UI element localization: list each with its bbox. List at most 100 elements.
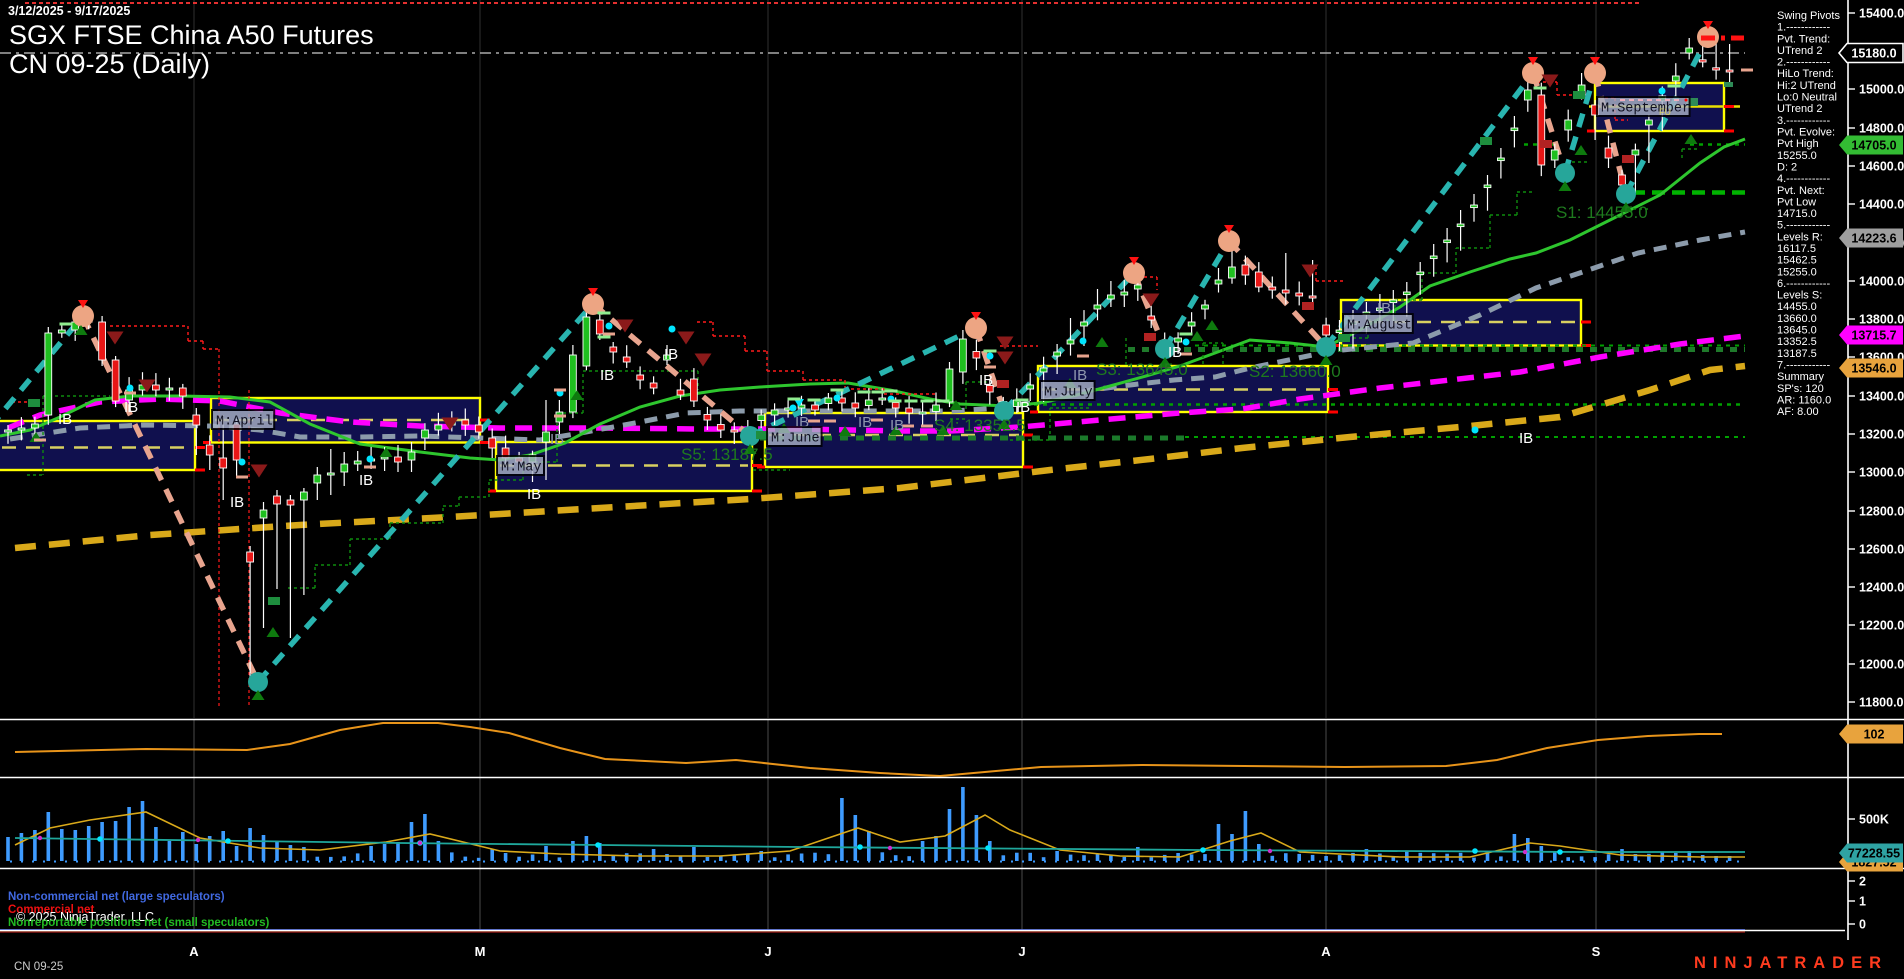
svg-text:14400.0: 14400.0: [1859, 198, 1904, 212]
svg-text:UTrend 2: UTrend 2: [1777, 103, 1822, 115]
svg-text:11800.0: 11800.0: [1859, 696, 1904, 710]
svg-text:S5: 13187.5: S5: 13187.5: [681, 445, 773, 464]
svg-text:IB: IB: [858, 414, 872, 431]
svg-text:IB: IB: [58, 411, 72, 428]
svg-text:IB: IB: [550, 431, 564, 448]
svg-text:Non-commercial net (large spec: Non-commercial net (large speculators): [8, 891, 225, 903]
svg-text:IB: IB: [124, 399, 138, 416]
svg-text:13200.0: 13200.0: [1859, 428, 1904, 442]
svg-text:Swing Pivots: Swing Pivots: [1777, 10, 1840, 22]
svg-text:6.------------: 6.------------: [1777, 278, 1830, 290]
svg-text:14715.0: 14715.0: [1777, 208, 1817, 220]
svg-text:2: 2: [1859, 875, 1866, 889]
svg-text:IB: IB: [600, 367, 614, 384]
svg-text:14223.6: 14223.6: [1851, 232, 1896, 246]
svg-text:IB: IB: [1073, 367, 1087, 384]
svg-text:5.------------: 5.------------: [1777, 220, 1830, 232]
svg-text:15255.0: 15255.0: [1777, 266, 1817, 278]
svg-text:Commercial net: Commercial net: [8, 904, 94, 916]
svg-text:Lo:0 Neutral: Lo:0 Neutral: [1777, 92, 1837, 104]
svg-text:0: 0: [1859, 918, 1866, 932]
svg-text:SGX FTSE China A50 Futures: SGX FTSE China A50 Futures: [9, 20, 374, 50]
svg-text:IB: IB: [359, 472, 373, 489]
svg-text:IB: IB: [1377, 300, 1391, 317]
svg-text:13352.5: 13352.5: [1777, 336, 1817, 348]
svg-text:16117.5: 16117.5: [1777, 243, 1816, 255]
svg-text:M:September: M:September: [1601, 102, 1690, 117]
svg-text:M: M: [475, 944, 486, 959]
svg-text:S: S: [1592, 944, 1601, 959]
svg-text:1: 1: [1859, 895, 1866, 909]
svg-text:IB: IB: [1016, 399, 1030, 416]
svg-text:A: A: [189, 944, 199, 959]
svg-text:77228.55: 77228.55: [1848, 847, 1900, 861]
svg-text:Levels R:: Levels R:: [1777, 231, 1823, 243]
svg-text:S3: 13645.0: S3: 13645.0: [1096, 360, 1188, 379]
svg-text:13000.0: 13000.0: [1859, 466, 1904, 480]
svg-text:AF: 8.00: AF: 8.00: [1777, 406, 1819, 418]
svg-text:M:April: M:April: [216, 415, 273, 430]
svg-text:UTrend 2: UTrend 2: [1777, 45, 1822, 57]
svg-text:Hi:2 UTrend: Hi:2 UTrend: [1777, 80, 1836, 92]
svg-text:IB: IB: [1519, 430, 1533, 447]
svg-text:13715.7: 13715.7: [1851, 329, 1896, 343]
svg-text:13660.0: 13660.0: [1777, 313, 1817, 325]
svg-text:AR: 1160.0: AR: 1160.0: [1777, 394, 1831, 406]
svg-text:13187.5: 13187.5: [1777, 348, 1817, 360]
svg-text:CN 09-25 (Daily): CN 09-25 (Daily): [9, 49, 210, 79]
svg-text:S2: 13660.0: S2: 13660.0: [1249, 362, 1341, 381]
svg-text:13645.0: 13645.0: [1777, 325, 1817, 337]
svg-text:12800.0: 12800.0: [1859, 505, 1904, 519]
svg-text:3.------------: 3.------------: [1777, 115, 1830, 127]
svg-text:SP's: 120: SP's: 120: [1777, 383, 1824, 395]
svg-text:Pvt Low: Pvt Low: [1777, 196, 1816, 208]
svg-text:J: J: [764, 944, 771, 959]
svg-text:A: A: [1321, 944, 1331, 959]
svg-text:IB: IB: [890, 417, 904, 434]
svg-text:D: 2: D: 2: [1777, 162, 1797, 174]
svg-text:S4: 13352.5: S4: 13352.5: [934, 416, 1026, 435]
svg-text:M:July: M:July: [1044, 386, 1093, 401]
svg-text:13800.0: 13800.0: [1859, 313, 1904, 327]
svg-text:15255.0: 15255.0: [1777, 150, 1817, 162]
svg-text:Summary: Summary: [1777, 371, 1825, 383]
svg-text:15000.0: 15000.0: [1859, 83, 1904, 97]
svg-text:13546.0: 13546.0: [1851, 362, 1896, 376]
svg-text:7.------------: 7.------------: [1777, 360, 1830, 372]
svg-text:3/12/2025 - 9/17/2025: 3/12/2025 - 9/17/2025: [8, 4, 130, 18]
svg-text:13400.0: 13400.0: [1859, 390, 1904, 404]
svg-text:FU: FU: [1659, 107, 1671, 117]
svg-text:2.------------: 2.------------: [1777, 57, 1830, 69]
svg-text:IB: IB: [664, 346, 678, 363]
svg-text:Nonreportable positions net (s: Nonreportable positions net (small specu…: [8, 917, 270, 929]
svg-text:IB: IB: [1168, 344, 1182, 361]
svg-text:IB: IB: [527, 486, 541, 503]
svg-text:M:May: M:May: [501, 461, 542, 476]
svg-text:Levels S:: Levels S:: [1777, 290, 1822, 302]
svg-text:Pvt. Evolve:: Pvt. Evolve:: [1777, 127, 1835, 139]
svg-text:4.------------: 4.------------: [1777, 173, 1830, 185]
svg-text:IB: IB: [979, 372, 993, 389]
svg-text:14455.0: 14455.0: [1777, 301, 1817, 313]
svg-text:15180.0: 15180.0: [1851, 47, 1896, 61]
svg-text:Pvt High: Pvt High: [1777, 138, 1819, 150]
svg-text:15400.0: 15400.0: [1859, 7, 1904, 21]
svg-text:NINJATRADER: NINJATRADER: [1694, 954, 1888, 972]
svg-text:J: J: [1018, 944, 1025, 959]
svg-text:HiLo Trend:: HiLo Trend:: [1777, 68, 1834, 80]
svg-text:14000.0: 14000.0: [1859, 275, 1904, 289]
svg-text:© 2025 NinjaTrader, LLC: © 2025 NinjaTrader, LLC: [16, 910, 154, 924]
svg-text:1.------------: 1.------------: [1777, 22, 1830, 34]
svg-text:Pvt. Next:: Pvt. Next:: [1777, 185, 1825, 197]
svg-text:14600.0: 14600.0: [1859, 160, 1904, 174]
svg-text:12000.0: 12000.0: [1859, 658, 1904, 672]
svg-text:15462.5: 15462.5: [1777, 255, 1817, 267]
svg-text:CN 09-25: CN 09-25: [14, 961, 63, 973]
svg-text:Pvt. Trend:: Pvt. Trend:: [1777, 33, 1830, 45]
svg-text:500K: 500K: [1859, 813, 1889, 827]
svg-text:M:August: M:August: [1347, 319, 1412, 334]
svg-text:M:June: M:June: [771, 432, 820, 447]
svg-text:14705.0: 14705.0: [1851, 139, 1896, 153]
svg-text:IB: IB: [230, 494, 244, 511]
svg-text:12600.0: 12600.0: [1859, 543, 1904, 557]
